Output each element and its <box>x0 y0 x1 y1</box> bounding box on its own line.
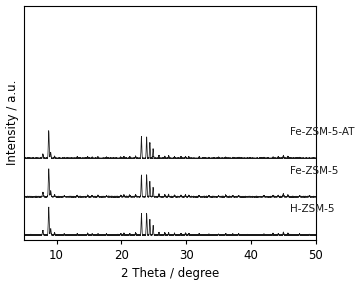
Text: Fe-ZSM-5: Fe-ZSM-5 <box>290 166 338 176</box>
Text: Fe-ZSM-5-AT: Fe-ZSM-5-AT <box>290 127 355 137</box>
Y-axis label: Intensity / a.u.: Intensity / a.u. <box>5 80 18 165</box>
X-axis label: 2 Theta / degree: 2 Theta / degree <box>121 267 219 281</box>
Text: H-ZSM-5: H-ZSM-5 <box>290 204 334 214</box>
